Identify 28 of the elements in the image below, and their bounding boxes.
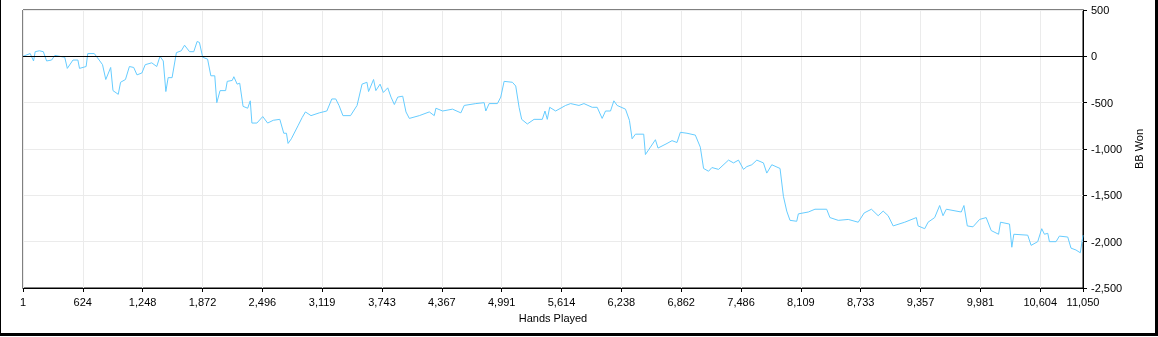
x-tick-label: 3,119 <box>308 295 336 308</box>
y-axis-title: BB Won <box>1132 128 1145 170</box>
x-tick-label: 4,991 <box>487 295 516 308</box>
y-tick-label: 0 <box>1091 50 1098 63</box>
x-tick-label: 2,496 <box>248 295 277 308</box>
y-tick-label: -1,500 <box>1091 189 1123 202</box>
x-tick-label: 1,872 <box>188 295 217 308</box>
x-tick-label: 3,743 <box>368 295 396 308</box>
x-tick-label: 4,367 <box>428 295 456 308</box>
x-tick-label: 9,981 <box>966 295 995 308</box>
x-tick-label: 6,862 <box>667 295 695 308</box>
y-tick-label: -2,000 <box>1091 235 1123 248</box>
x-tick-label: 1,248 <box>128 295 157 308</box>
x-tick-label: 624 <box>73 295 92 308</box>
x-tick-label: 7,486 <box>727 295 755 308</box>
y-tick-label: -1,000 <box>1091 143 1123 155</box>
x-tick-label: 11,050 <box>1066 295 1100 308</box>
x-tick-label: 6,238 <box>607 295 636 308</box>
y-tick-label: -2,500 <box>1091 282 1123 294</box>
y-tick-label: -500 <box>1091 96 1114 109</box>
x-tick-label: 10,604 <box>1023 295 1058 308</box>
x-tick-label: 1 <box>19 295 27 308</box>
x-tick-label: 9,357 <box>906 295 935 308</box>
x-tick-label: 5,614 <box>547 295 576 308</box>
x-tick-label: 8,733 <box>846 295 875 308</box>
x-axis-title: Hands Played <box>518 311 588 324</box>
y-tick-label: 500 <box>1091 4 1110 16</box>
x-tick-label: 8,109 <box>787 295 815 308</box>
